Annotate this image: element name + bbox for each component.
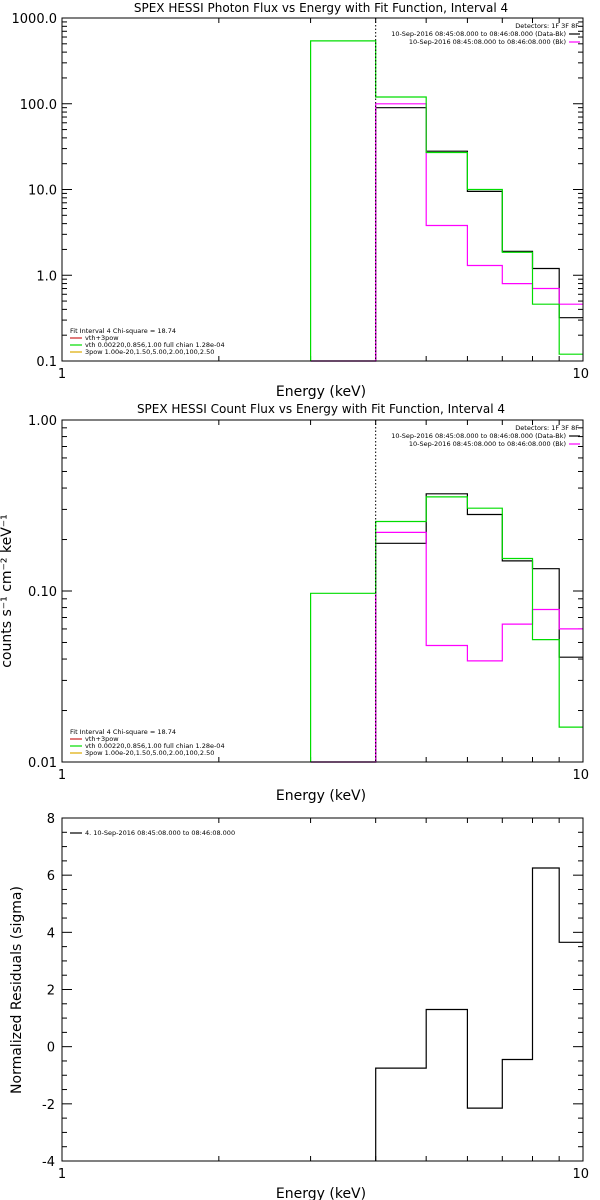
x-tick-label: 1 (58, 768, 66, 783)
x-tick-label: 10 (572, 768, 589, 783)
y-tick-label: -2 (42, 1098, 55, 1113)
count-x-axis-label: Energy (keV) (276, 788, 366, 804)
y-tick-label: 1000.0 (12, 12, 58, 27)
fit-legend-entry: vth+3pow (85, 735, 119, 743)
y-tick-label: 0.1 (36, 355, 57, 370)
count-chart-title: SPEX HESSI Count Flux vs Energy with Fit… (137, 402, 505, 416)
series-line-0 (310, 493, 583, 763)
series-legend-entry: 10-Sep-2016 08:45:08.000 to 08:46:08.000… (409, 38, 566, 46)
residuals-panel: 1 10 8 6 4 2 0 -2 -4 Energy (keV) Normalized Res… (9, 812, 589, 1200)
count-plot-frame (61, 419, 584, 763)
x-tick-label: 10 (572, 1167, 589, 1182)
y-tick-label: 1.00 (28, 414, 57, 429)
residuals-y-axis-label: Normalized Residuals (sigma) (9, 886, 25, 1094)
fit-legend-entry: vth 0.00220,0.856,1.00 full chian 1.28e-… (85, 742, 225, 750)
series-line-0 (310, 107, 583, 362)
series-line-2 (310, 496, 583, 762)
y-tick-label: 0 (47, 1041, 55, 1056)
y-tick-label: 10.0 (28, 184, 57, 199)
series-line-2 (310, 40, 583, 361)
y-tick-label: 2 (47, 984, 55, 999)
y-tick-label: 6 (47, 869, 55, 884)
fit-legend-entry: vth+3pow (85, 334, 119, 342)
detectors-label: Detectors: 1F 3F 8F (515, 424, 579, 432)
y-tick-label: 100.0 (20, 98, 57, 113)
x-tick-label: 1 (58, 1167, 66, 1182)
y-tick-label: 0.10 (28, 585, 57, 600)
fit-chi-square-text: Fit Interval 4 Chi-square = 18.74 (70, 327, 176, 335)
residuals-plot-frame (61, 817, 584, 1162)
series-legend-entry: 10-Sep-2016 08:45:08.000 to 08:46:08.000… (409, 440, 566, 448)
residuals-x-axis-label: Energy (keV) (276, 1186, 366, 1200)
series-legend-entry: 10-Sep-2016 08:45:08.000 to 08:46:08.000… (391, 30, 566, 38)
series-line-1 (310, 531, 583, 763)
series-line-0 (375, 867, 583, 1161)
count-flux-panel: SPEX HESSI Count Flux vs Energy with Fit… (0, 402, 589, 804)
fit-chi-square-text: Fit Interval 4 Chi-square = 18.74 (70, 728, 176, 736)
photon-x-axis-label: Energy (keV) (276, 384, 366, 400)
detectors-label: Detectors: 1F 3F 8F (515, 22, 579, 30)
count-y-axis-label: counts s⁻¹ cm⁻² keV⁻¹ (0, 514, 15, 668)
y-tick-label: 8 (47, 812, 55, 827)
photon-plot-frame (61, 17, 584, 362)
fit-legend-entry: 3pow 1.00e-20,1.50,5.00,2.00,100,2.50 (85, 348, 214, 356)
y-tick-label: -4 (42, 1155, 55, 1170)
x-tick-label: 10 (572, 367, 589, 382)
fit-legend-entry: vth 0.00220,0.856,1.00 full chian 1.28e-… (85, 341, 225, 349)
residual-legend-entry: 4. 10-Sep-2016 08:45:08.000 to 08:46:08.… (85, 829, 235, 837)
photon-chart-title: SPEX HESSI Photon Flux vs Energy with Fi… (134, 1, 508, 15)
photon-flux-panel: SPEX HESSI Photon Flux vs Energy with Fi… (12, 1, 590, 400)
series-legend-entry: 10-Sep-2016 08:45:08.000 to 08:46:08.000… (391, 432, 566, 440)
y-tick-label: 1.0 (36, 269, 57, 284)
x-tick-label: 1 (58, 367, 66, 382)
series-line-1 (310, 103, 583, 362)
fit-legend-entry: 3pow 1.00e-20,1.50,5.00,2.00,100,2.50 (85, 749, 214, 757)
y-tick-label: 4 (47, 926, 55, 941)
y-tick-label: 0.01 (28, 756, 57, 771)
